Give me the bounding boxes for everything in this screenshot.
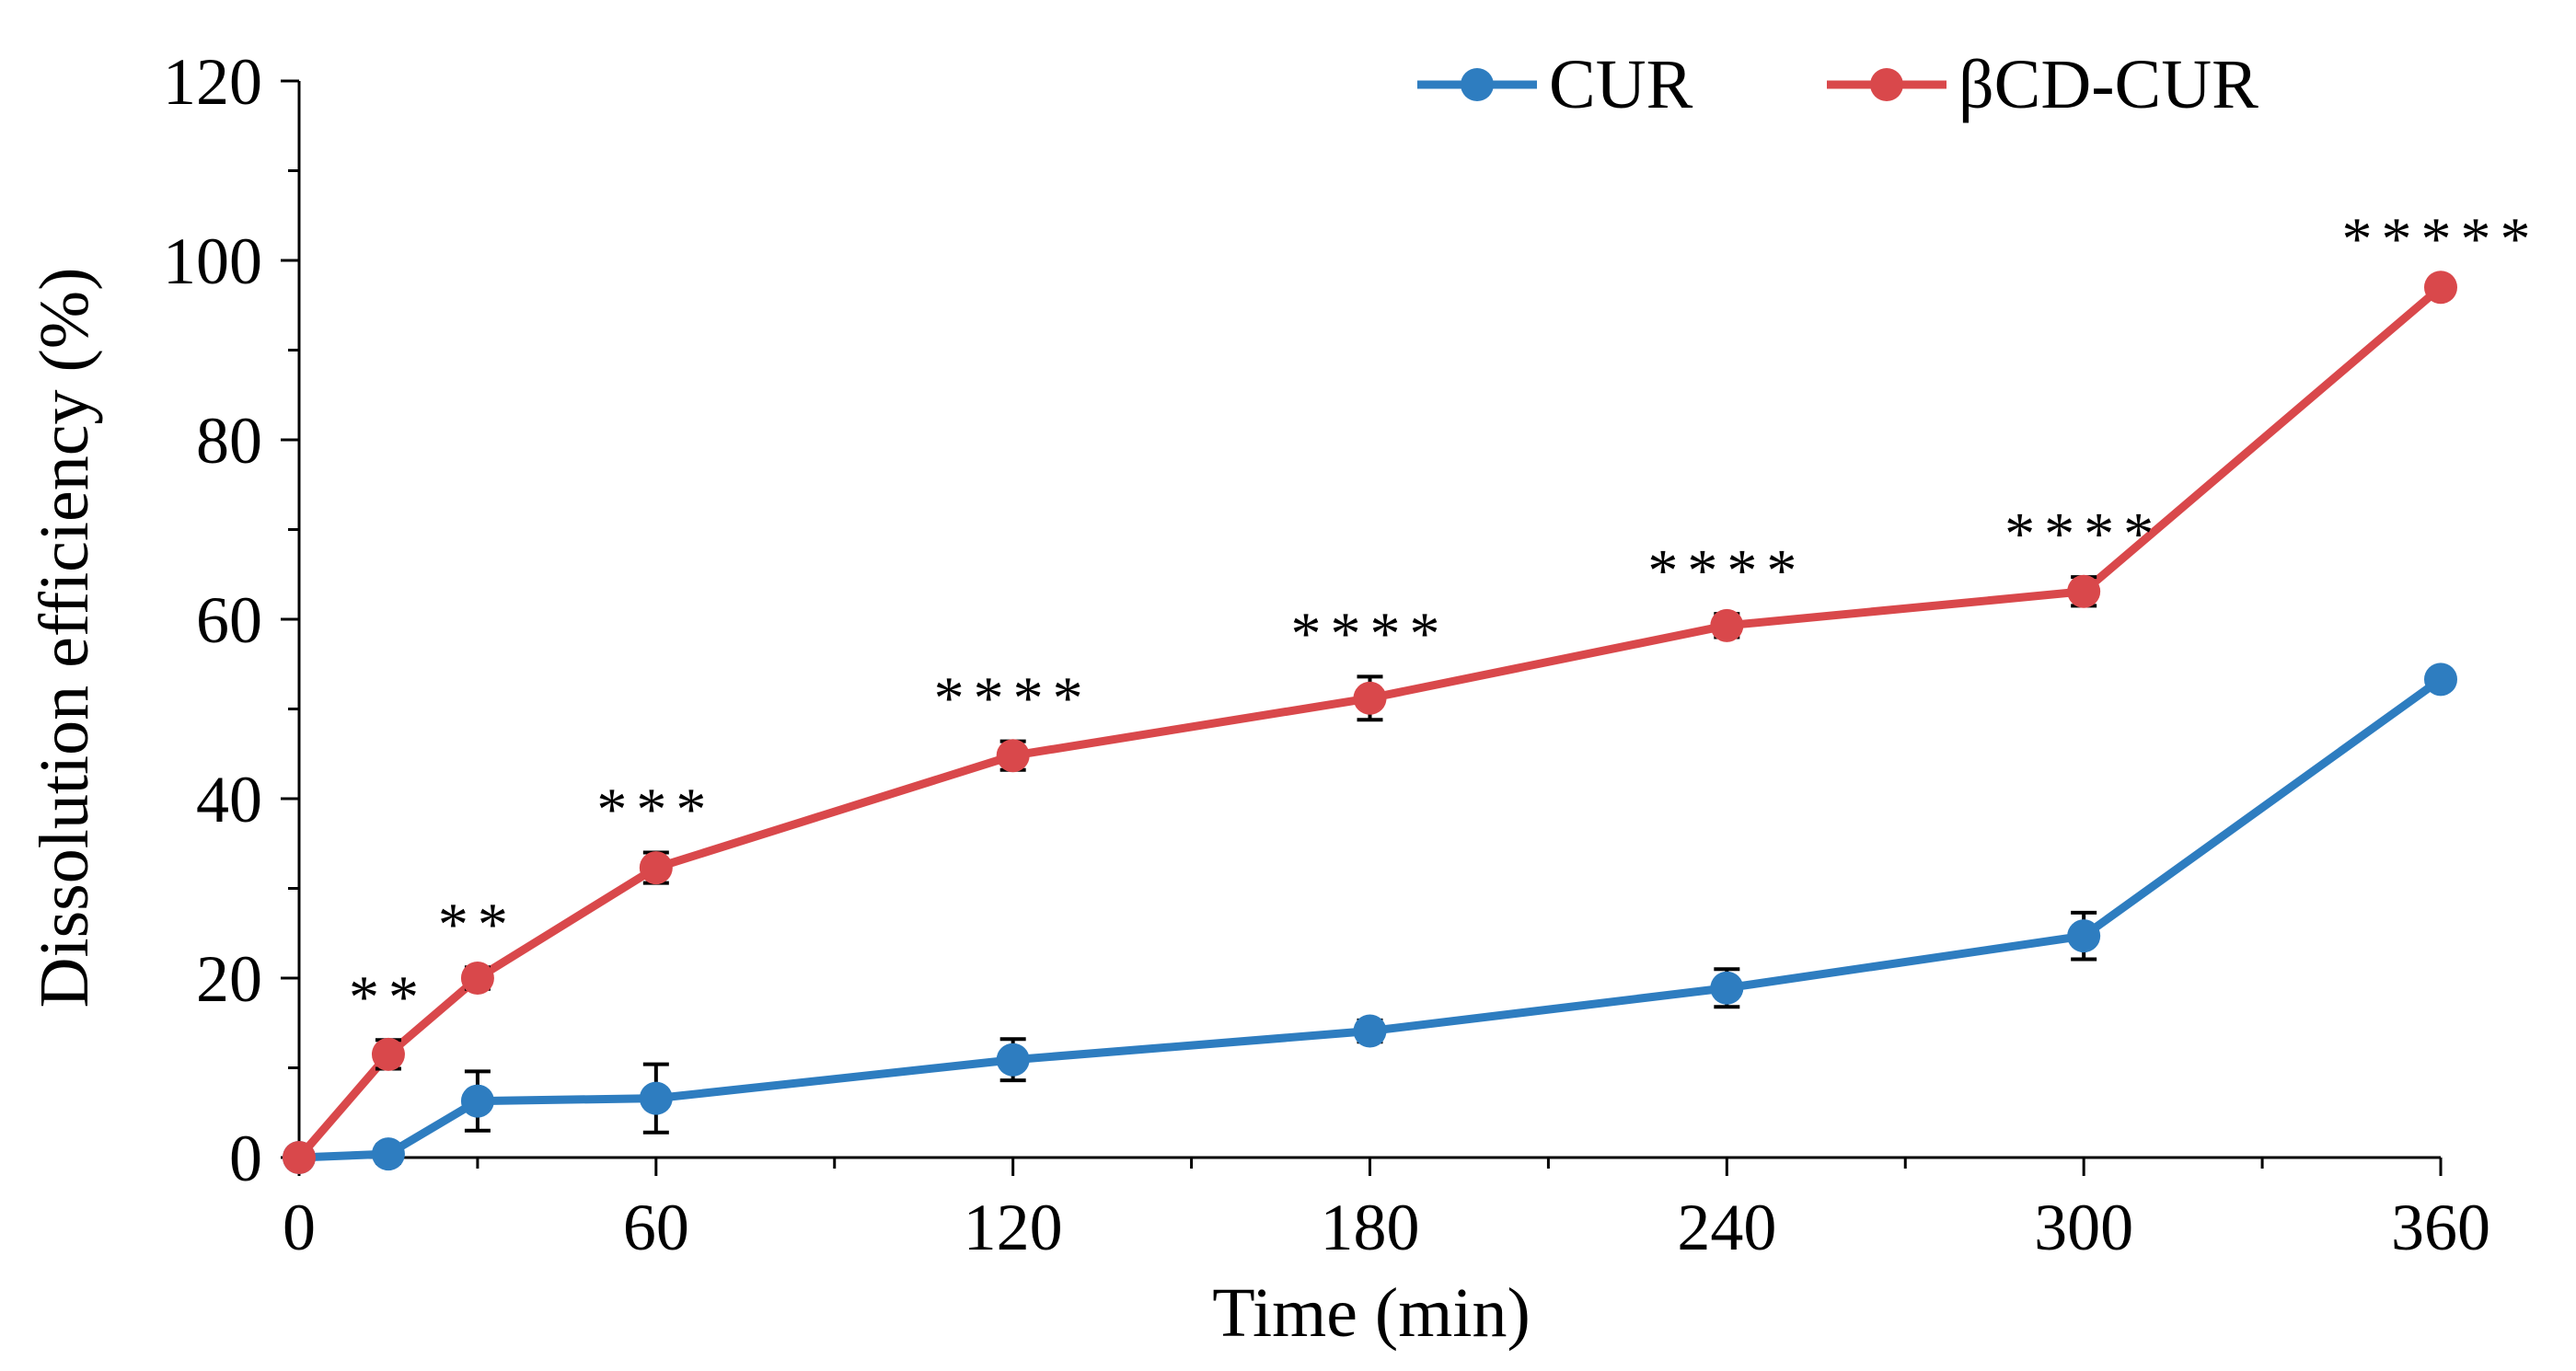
axes: 0 20 40 60 80 100 120 0 60 120 180 240 300 360: [163, 45, 2490, 1264]
significance-label: **: [349, 963, 428, 1031]
data-point: [2424, 271, 2457, 305]
y-tick-label: 60: [196, 583, 262, 657]
significance-layer: ****************************: [349, 205, 2540, 1031]
data-point: [1353, 1014, 1387, 1048]
data-point: [1710, 608, 1744, 642]
series-line: [298, 675, 2443, 1162]
y-tick-label: 40: [196, 763, 262, 836]
data-point: [460, 962, 494, 995]
significance-label: ****: [1291, 600, 1450, 667]
significance-label: ***: [596, 777, 715, 844]
data-point: [2067, 574, 2101, 608]
x-tick-label: 360: [2391, 1191, 2490, 1264]
legend-marker: [1461, 68, 1494, 101]
significance-label: ****: [934, 665, 1092, 732]
y-tick-label: 120: [163, 45, 262, 119]
data-point: [283, 1141, 316, 1174]
series-bcd-cur: [283, 271, 2457, 1174]
y-tick-label: 20: [196, 942, 262, 1016]
legend-label: CUR: [1549, 46, 1693, 123]
x-tick-label: 300: [2034, 1191, 2133, 1264]
y-tick-label: 80: [196, 404, 262, 478]
data-point: [639, 1081, 673, 1115]
x-tick-label: 120: [964, 1191, 1063, 1264]
x-axis-title: Time (min): [1212, 1274, 1531, 1352]
data-point: [996, 1043, 1030, 1077]
legend-label: βCD-CUR: [1958, 46, 2258, 123]
series-layer: [283, 271, 2457, 1174]
y-tick-label: 0: [229, 1122, 262, 1195]
significance-label: *****: [2342, 205, 2540, 272]
series-cur: [283, 662, 2457, 1174]
x-tick-label: 60: [623, 1191, 689, 1264]
data-point: [1353, 681, 1387, 715]
data-point: [2424, 662, 2457, 697]
x-tick-label: 240: [1677, 1191, 1776, 1264]
data-point: [2067, 919, 2101, 953]
data-point: [371, 1137, 405, 1171]
data-point: [460, 1084, 494, 1118]
x-tick-label: 180: [1321, 1191, 1420, 1264]
legend: CUR βCD-CUR: [1417, 46, 2258, 123]
y-tick-label: 100: [163, 225, 262, 298]
significance-label: ****: [2004, 501, 2163, 568]
significance-label: **: [438, 891, 517, 958]
data-point: [639, 851, 673, 885]
data-point: [371, 1037, 405, 1071]
legend-marker: [1870, 68, 1903, 101]
data-point: [996, 739, 1030, 773]
x-tick-label: 0: [283, 1191, 316, 1264]
significance-label: ****: [1647, 537, 1806, 605]
y-axis-title: Dissolution efficiency (%): [26, 268, 103, 1008]
data-point: [1710, 971, 1744, 1005]
